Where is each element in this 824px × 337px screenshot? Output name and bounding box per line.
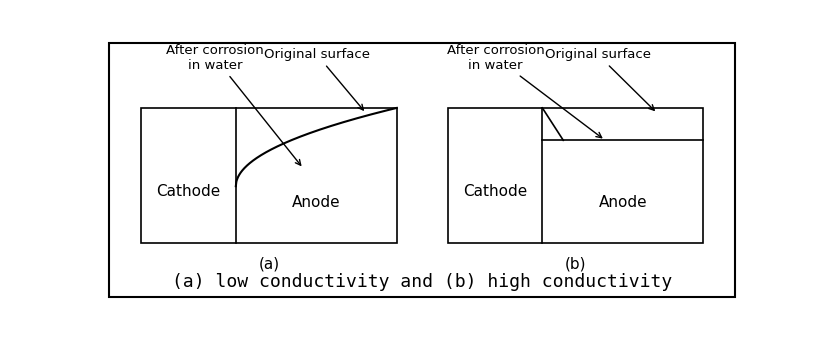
Text: Original surface: Original surface xyxy=(264,48,370,110)
FancyBboxPatch shape xyxy=(110,43,735,297)
Text: Cathode: Cathode xyxy=(463,184,527,199)
Bar xyxy=(142,108,397,243)
Text: Cathode: Cathode xyxy=(157,184,221,199)
Bar xyxy=(448,108,704,243)
Text: After corrosion
in water: After corrosion in water xyxy=(447,43,602,138)
Text: (a) low conductivity and (b) high conductivity: (a) low conductivity and (b) high conduc… xyxy=(172,273,672,291)
Text: Anode: Anode xyxy=(292,195,340,210)
Text: Anode: Anode xyxy=(598,195,647,210)
Text: After corrosion
in water: After corrosion in water xyxy=(166,43,301,165)
Text: Original surface: Original surface xyxy=(545,48,654,110)
Text: (b): (b) xyxy=(564,256,587,271)
Text: (a): (a) xyxy=(259,256,279,271)
